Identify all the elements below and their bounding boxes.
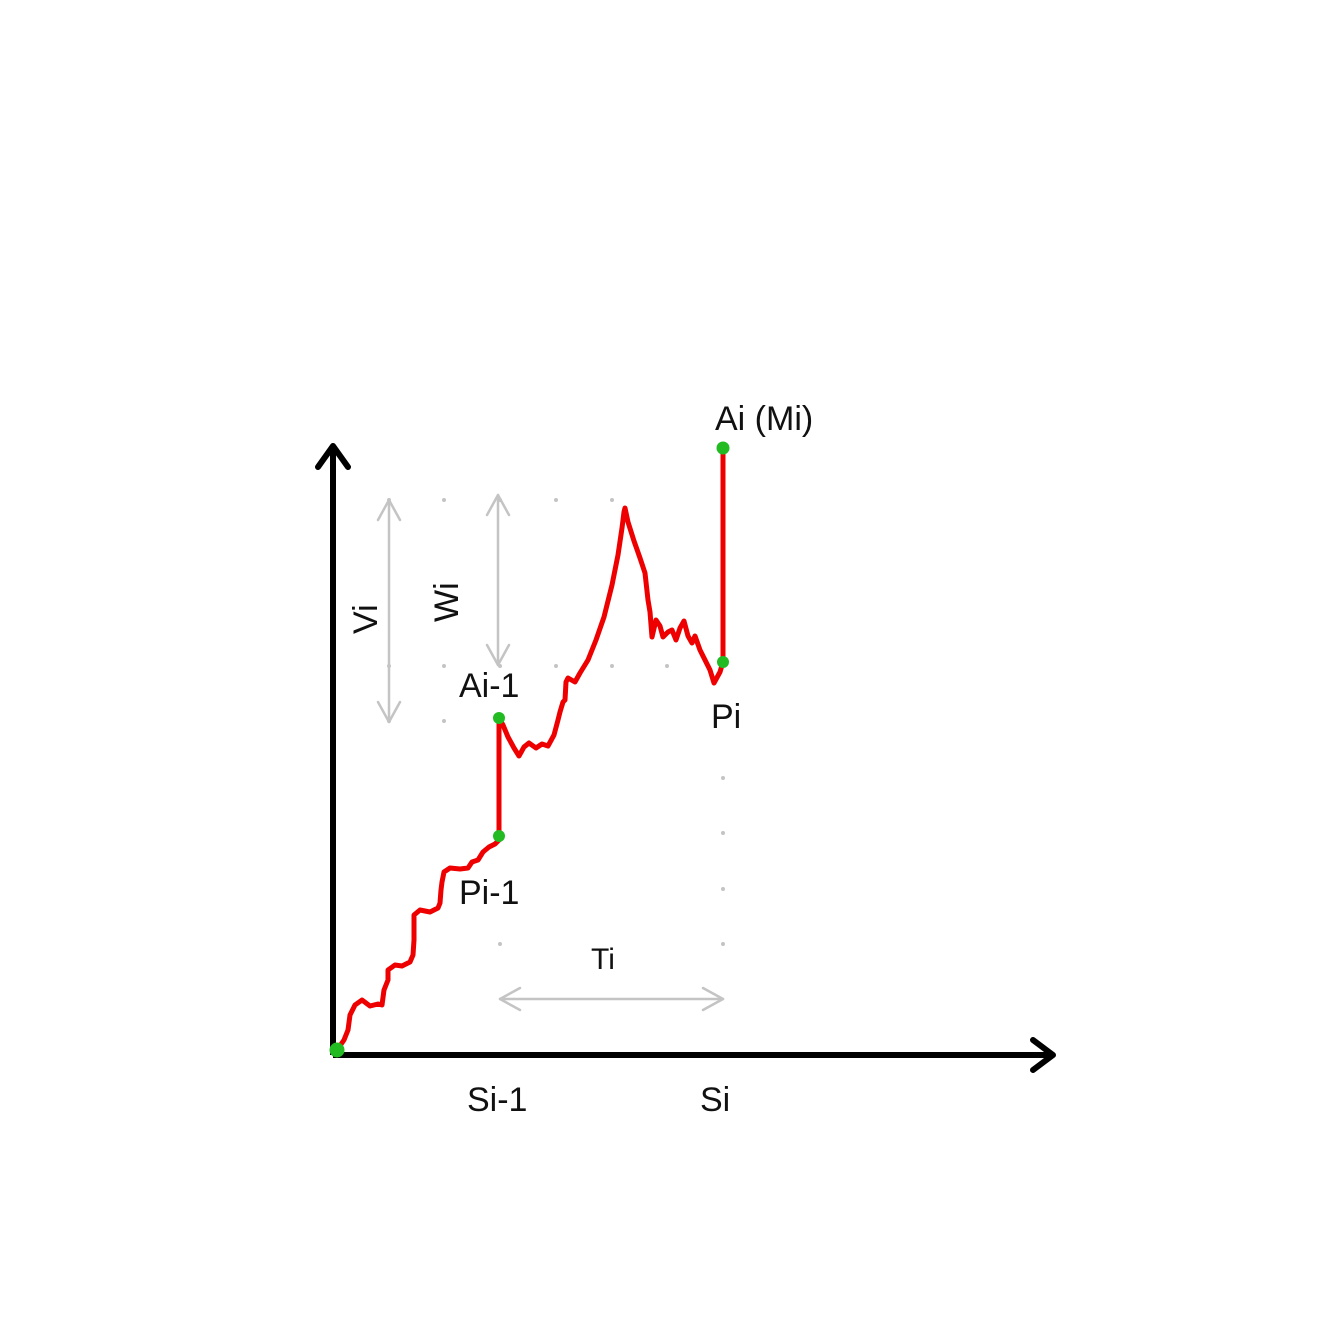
label-p-prev: Pi-1 — [459, 874, 519, 912]
guide-dot — [610, 664, 614, 668]
guide-dot — [442, 498, 446, 502]
guide-dot — [498, 942, 502, 946]
span-t-arrow-icon — [498, 986, 725, 1012]
y-axis-arrowhead-icon — [315, 443, 351, 470]
label-p-curr: Pi — [711, 698, 741, 736]
span-w-arrow-icon — [485, 493, 511, 667]
span-label-v: Vi — [347, 604, 385, 634]
guide-dot — [721, 776, 725, 780]
label-a-prev: Ai-1 — [459, 667, 519, 705]
guide-dot — [665, 664, 669, 668]
guide-dot — [442, 719, 446, 723]
guide-dot — [554, 664, 558, 668]
span-label-t: Ti — [591, 943, 615, 976]
axes — [315, 443, 1056, 1073]
tick-label-s-prev: Si-1 — [467, 1081, 527, 1119]
span-arrows — [376, 493, 725, 1012]
guide-dot — [554, 498, 558, 502]
marker-p-curr — [717, 656, 729, 668]
span-v-arrow-icon — [376, 498, 402, 724]
label-a-curr: Ai (Mi) — [715, 400, 813, 438]
price-curve — [334, 445, 726, 1053]
guide-dot — [721, 887, 725, 891]
labels: Ai (Mi) Ai-1 Pi Pi-1 Si-1 Si Ti Vi Wi — [347, 400, 813, 1119]
marker-p-prev — [493, 830, 505, 842]
marker-a-curr — [716, 441, 730, 455]
guide-dot — [610, 498, 614, 502]
x-axis-arrowhead-icon — [1030, 1037, 1056, 1073]
tick-label-s-curr: Si — [700, 1081, 730, 1119]
point-markers — [329, 441, 730, 1058]
guide-dot — [442, 664, 446, 668]
span-label-w: Wi — [428, 582, 466, 622]
marker-a-prev — [493, 712, 505, 724]
origin-marker — [329, 1042, 345, 1058]
guide-dot — [721, 942, 725, 946]
guide-dot — [721, 831, 725, 835]
